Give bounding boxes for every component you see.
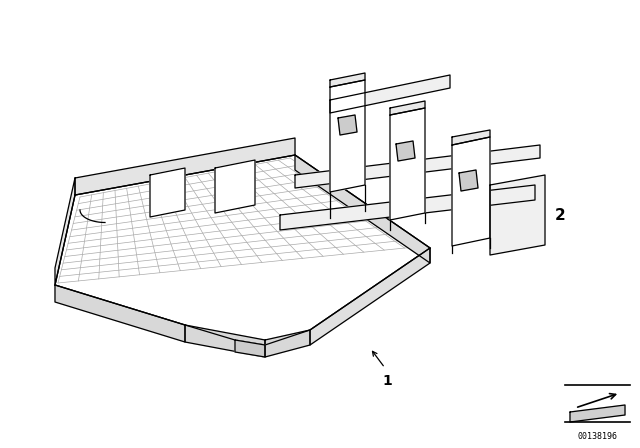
Polygon shape xyxy=(185,325,265,357)
Polygon shape xyxy=(295,155,430,263)
Polygon shape xyxy=(215,160,255,213)
Text: 00138196: 00138196 xyxy=(577,432,617,441)
Polygon shape xyxy=(330,80,365,192)
Polygon shape xyxy=(390,101,425,115)
Polygon shape xyxy=(235,340,265,357)
Polygon shape xyxy=(75,138,295,195)
Polygon shape xyxy=(396,141,415,161)
Polygon shape xyxy=(390,108,425,220)
Text: 1: 1 xyxy=(382,374,392,388)
Polygon shape xyxy=(452,137,490,246)
Polygon shape xyxy=(150,168,185,217)
Polygon shape xyxy=(310,248,430,345)
Polygon shape xyxy=(570,405,625,422)
Text: 2: 2 xyxy=(555,207,565,223)
Polygon shape xyxy=(452,130,490,145)
Polygon shape xyxy=(330,73,365,87)
Polygon shape xyxy=(55,285,185,342)
Polygon shape xyxy=(338,115,357,135)
Polygon shape xyxy=(265,330,310,357)
Polygon shape xyxy=(55,155,430,345)
Polygon shape xyxy=(280,185,535,230)
Polygon shape xyxy=(459,170,478,191)
Polygon shape xyxy=(55,178,75,285)
Polygon shape xyxy=(330,75,450,113)
Polygon shape xyxy=(490,175,545,255)
Polygon shape xyxy=(295,145,540,188)
